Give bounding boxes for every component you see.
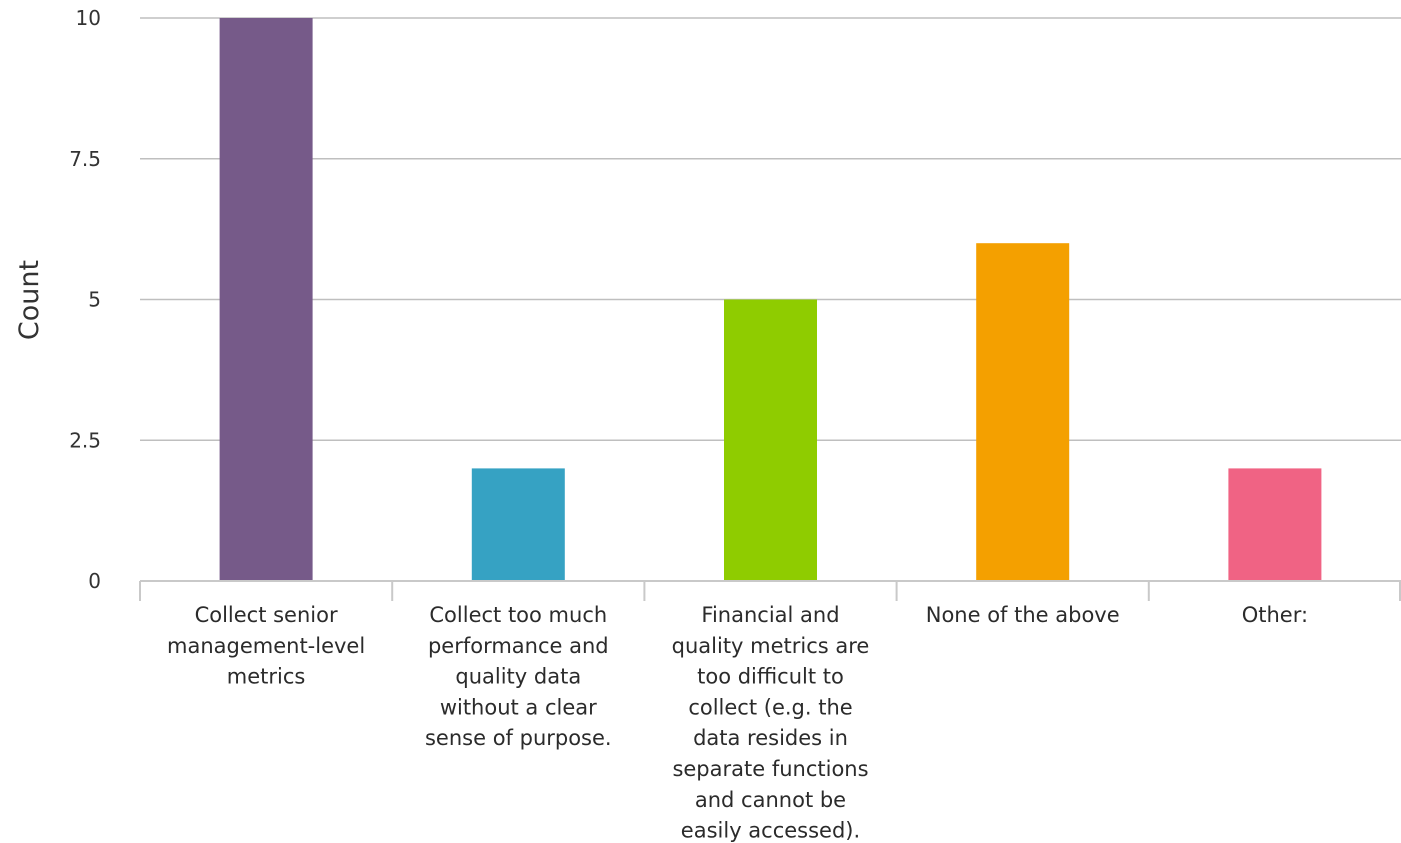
y-tick-label: 0	[88, 569, 101, 593]
y-axis-title: Count	[14, 260, 45, 340]
bar	[471, 468, 565, 581]
bar	[219, 18, 313, 581]
bar	[724, 299, 817, 581]
x-category-label: Collect senior management-level metrics	[167, 603, 365, 689]
x-category-label: Other:	[1242, 603, 1308, 627]
y-tick-label: 5	[88, 288, 101, 312]
x-category-labels: Collect senior management-level metrics Col…	[167, 603, 1308, 843]
y-tick-labels: 0 2.5 5 7.5 10	[69, 6, 101, 593]
x-axis	[139, 580, 1401, 601]
y-tick-label: 2.5	[69, 428, 101, 452]
bar	[1228, 468, 1322, 581]
bar	[976, 243, 1070, 581]
x-category-label: None of the above	[926, 603, 1120, 627]
bars	[219, 18, 1322, 581]
y-tick-label: 10	[76, 6, 101, 30]
x-category-label: Collect too much performance and quality d…	[425, 603, 612, 750]
x-category-label: Financial and quality metrics are too diff…	[672, 603, 870, 843]
y-tick-label: 7.5	[69, 147, 101, 171]
